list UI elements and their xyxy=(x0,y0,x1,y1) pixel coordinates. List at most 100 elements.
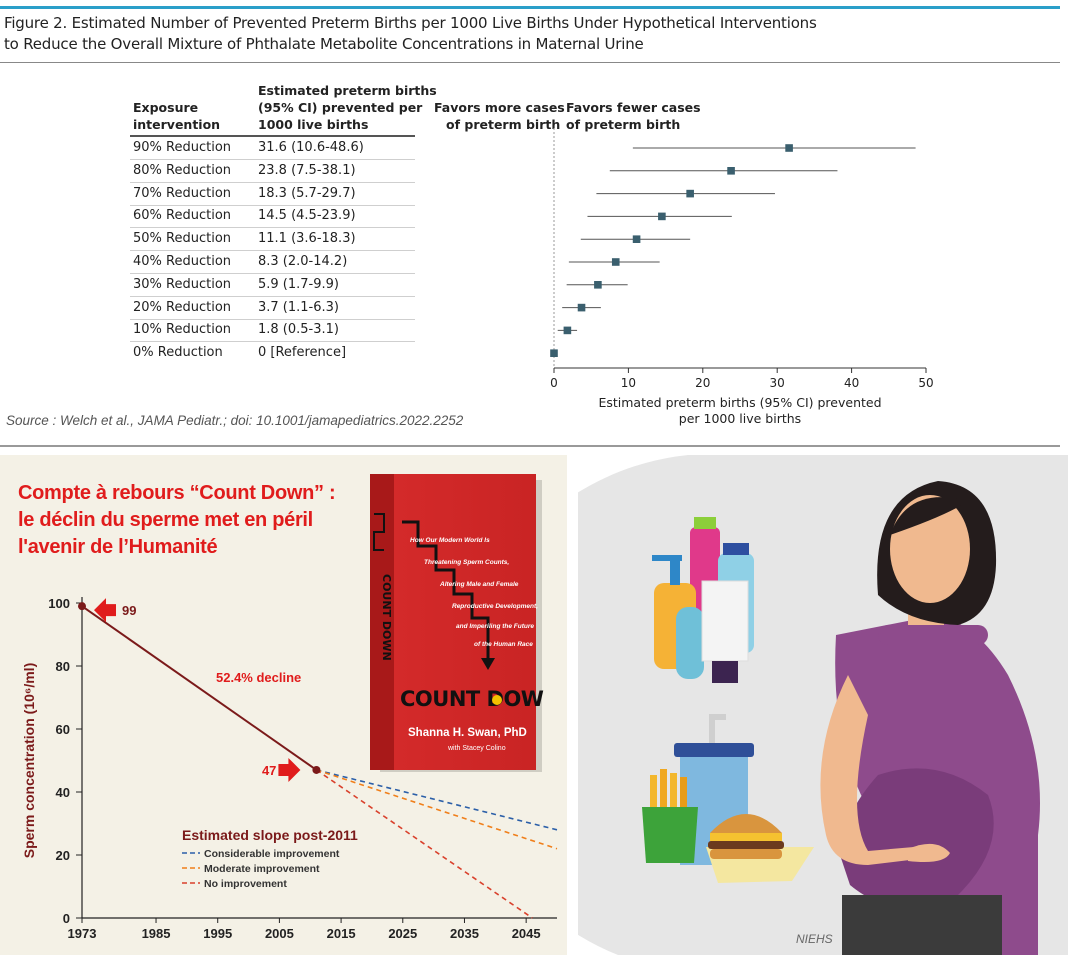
spine-staircase xyxy=(373,513,385,551)
point-estimate-marker xyxy=(686,189,694,198)
figure-title-line-2: to Reduce the Overall Mixture of Phthala… xyxy=(4,35,644,53)
sperm-x-tick-label: 1995 xyxy=(203,926,232,941)
pregnant-woman-illustration xyxy=(578,455,1068,955)
legend-entry: No improvement xyxy=(204,878,287,890)
row-intervention-label: 90% Reduction xyxy=(133,140,232,155)
forest-x-tick-label: 20 xyxy=(695,376,710,390)
sperm-x-tick-label: 2025 xyxy=(388,926,417,941)
book-author: Shanna H. Swan, PhD xyxy=(408,727,527,739)
row-estimate-text: 11.1 (3.6-18.3) xyxy=(258,231,356,247)
row-estimate-text: 14.5 (4.5-23.9) xyxy=(258,208,356,224)
figure-title: Figure 2. Estimated Number of Prevented … xyxy=(4,13,1054,55)
straw-icon xyxy=(709,714,726,743)
sperm-y-tick-label: 80 xyxy=(56,659,70,674)
table-header-rule xyxy=(130,135,415,137)
book-title: COUNT DOWN xyxy=(400,687,544,711)
end-point xyxy=(312,765,321,774)
book-subtitle-4: Reproductive Development, xyxy=(452,603,538,610)
row-intervention-label: 0% Reduction xyxy=(133,345,223,361)
belly xyxy=(840,768,994,908)
roll-on-icon xyxy=(676,607,704,679)
forest-x-axis-label: per 1000 live births xyxy=(679,411,801,426)
point-estimate-marker xyxy=(563,326,572,335)
row-estimate-text: 18.3 (5.7-29.7) xyxy=(258,185,356,201)
hand xyxy=(908,843,950,862)
book-spine xyxy=(370,474,394,770)
sperm-x-tick-label: 2045 xyxy=(512,926,541,941)
point-estimate-marker xyxy=(658,212,666,221)
forest-x-tick-label: 0 xyxy=(550,376,558,390)
sperm-series-blue xyxy=(316,769,558,831)
row-estimate-text: 3.7 (1.1-6.3) xyxy=(258,299,339,315)
row-intervention-label: 20% Reduction xyxy=(133,299,232,315)
book-subtitle-1: How Our Modern World Is xyxy=(410,537,490,544)
end-arrow-icon xyxy=(278,757,301,782)
table-row: 40% Reduction 8.3 (2.0-14.2) xyxy=(130,251,415,274)
tube-icon xyxy=(701,580,749,662)
point-estimate-marker xyxy=(785,144,793,152)
sperm-series-orange xyxy=(316,769,558,850)
exposure-header: Exposure intervention xyxy=(133,100,221,132)
sperm-x-tick-label: 1973 xyxy=(68,926,97,941)
row-estimate-text: 8.3 (2.0-14.2) xyxy=(258,254,348,269)
forest-x-tick-label: 50 xyxy=(918,376,933,390)
table-row: 80% Reduction 23.8 (7.5-38.1) xyxy=(130,160,415,183)
cover-arrow xyxy=(481,658,495,670)
sperm-y-tick-label: 0 xyxy=(63,911,70,926)
favors-more-label: Favors more cases of preterm birth xyxy=(434,100,565,132)
start-value-label: 99 xyxy=(122,603,136,618)
sperm-x-tick-label: 2035 xyxy=(450,926,479,941)
point-estimate-marker xyxy=(577,303,586,312)
table-row: 50% Reduction 11.1 (3.6-18.3) xyxy=(130,228,415,252)
legend-title: Estimated slope post-2011 xyxy=(182,827,358,843)
sperm-legend: Estimated slope post-2011 Considerable im… xyxy=(182,827,358,890)
forest-x-axis-label: Estimated preterm births (95% CI) preven… xyxy=(598,395,881,410)
sperm-y-axis-label: Sperm concentration (10⁶/ml) xyxy=(21,663,37,859)
row-estimate-text: 0 [Reference] xyxy=(258,345,347,361)
table-row: 70% Reduction 18.3 (5.7-29.7) xyxy=(130,183,415,206)
sperm-y-tick-label: 20 xyxy=(56,848,70,863)
top-rule xyxy=(0,6,1060,9)
row-intervention-label: 30% Reduction xyxy=(133,276,232,292)
legend-entry: Considerable improvement xyxy=(204,848,340,860)
row-intervention-label: 10% Reduction xyxy=(133,322,232,338)
table-row: 0% Reduction 0 [Reference] xyxy=(130,342,415,364)
sperm-series-decline xyxy=(81,605,317,771)
cover-staircase xyxy=(402,520,490,660)
figure-title-line-1: Figure 2. Estimated Number of Prevented … xyxy=(4,14,817,32)
sperm-x-tick-label: 1985 xyxy=(142,926,171,941)
point-estimate-marker xyxy=(727,167,735,175)
row-intervention-label: 80% Reduction xyxy=(133,162,232,178)
row-intervention-label: 60% Reduction xyxy=(133,208,232,224)
estimate-header: Estimated preterm births (95% CI) preven… xyxy=(258,83,437,132)
forest-x-tick-label: 30 xyxy=(770,376,785,390)
row-estimate-text: 23.8 (7.5-38.1) xyxy=(258,162,356,178)
sperm-y-tick-label: 100 xyxy=(48,596,70,611)
section-divider xyxy=(0,445,1060,447)
table-row: 30% Reduction 5.9 (1.7-9.9) xyxy=(130,274,415,297)
point-estimate-marker xyxy=(594,281,602,289)
book-title-o-highlight xyxy=(492,695,502,705)
book-subtitle-6: of the Human Race xyxy=(474,641,533,648)
book-body xyxy=(370,474,536,770)
pants xyxy=(842,895,1002,955)
table-row: 90% Reduction 31.6 (10.6-48.6) xyxy=(130,137,415,160)
decline-annotation: 52.4% decline xyxy=(216,670,301,685)
row-intervention-label: 40% Reduction xyxy=(133,254,232,269)
row-estimate-text: 5.9 (1.7-9.9) xyxy=(258,276,339,292)
table-row: 10% Reduction 1.8 (0.5-3.1) xyxy=(130,319,415,343)
legend-entry: Moderate improvement xyxy=(204,863,320,875)
sperm-count-chart: 0 20 40 60 80 100 1973 1985 1995 2005 2015 2025 2035… xyxy=(21,596,558,941)
sperm-x-tick-label: 2015 xyxy=(327,926,356,941)
start-arrow-icon xyxy=(94,598,116,623)
illustration-credit: NIEHS xyxy=(796,932,833,946)
count-down-book-cover: COUNT DOWN How Our Modern World Is Threa… xyxy=(370,474,544,772)
end-value-label: 47 xyxy=(262,763,276,778)
source-citation: Source : Welch et al., JAMA Pediatr.; do… xyxy=(6,413,464,428)
burger-icon xyxy=(706,814,814,883)
book-subtitle-2: Threatening Sperm Counts, xyxy=(424,559,509,566)
point-estimate-marker xyxy=(632,235,641,243)
forest-x-tick-label: 10 xyxy=(621,376,636,390)
row-intervention-label: 70% Reduction xyxy=(133,185,232,201)
row-estimate-text: 31.6 (10.6-48.6) xyxy=(258,140,364,155)
